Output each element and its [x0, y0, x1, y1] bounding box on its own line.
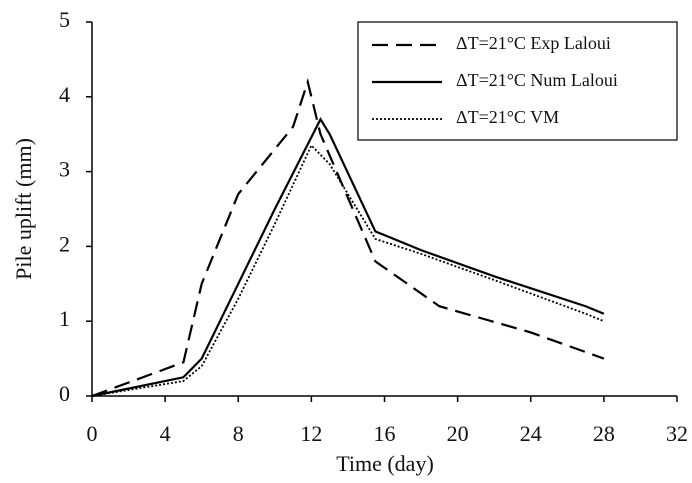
- y-tick-label: 1: [59, 306, 70, 331]
- x-tick-label: 24: [520, 421, 542, 446]
- x-tick-label: 0: [87, 421, 98, 446]
- data-line: [91, 116, 605, 398]
- legend-label: ΔT=21°C VM: [456, 107, 559, 127]
- data-line: [91, 143, 605, 397]
- legend-label: ΔT=21°C Num Laloui: [456, 70, 618, 90]
- x-axis-label: Time (day): [336, 451, 434, 476]
- legend-label: ΔT=21°C Exp Laloui: [456, 33, 611, 53]
- x-tick-label: 28: [593, 421, 615, 446]
- x-tick-label: 32: [666, 421, 688, 446]
- x-tick-label: 8: [233, 421, 244, 446]
- y-tick-label: 5: [59, 7, 70, 32]
- y-tick-label: 0: [59, 381, 70, 406]
- x-tick-label: 16: [374, 421, 396, 446]
- y-tick-label: 4: [59, 82, 70, 107]
- legend-box: [357, 21, 678, 141]
- x-tick-label: 12: [300, 421, 322, 446]
- y-tick-label: 2: [59, 231, 70, 256]
- data-line: [91, 77, 605, 398]
- y-tick-label: 3: [59, 157, 70, 182]
- x-tick-label: 20: [447, 421, 469, 446]
- x-tick-label: 4: [160, 421, 171, 446]
- y-axis-label: Pile uplift (mm): [11, 138, 36, 280]
